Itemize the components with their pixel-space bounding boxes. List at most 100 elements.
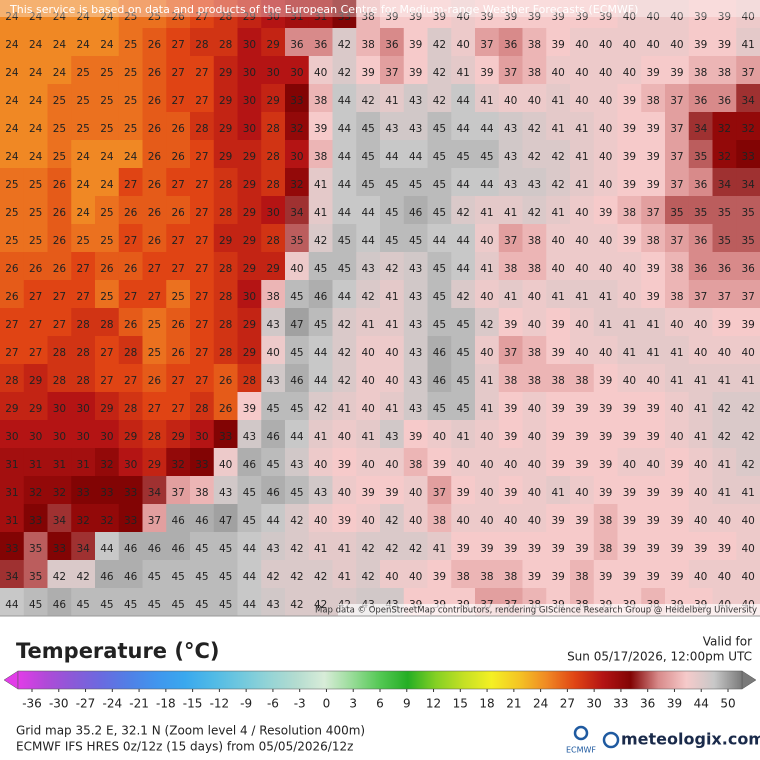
temp-value: 39 <box>646 123 659 135</box>
temp-value: 46 <box>124 543 138 555</box>
colorbar-tick-label: -15 <box>183 697 203 711</box>
temp-cell <box>498 140 523 169</box>
temp-cell <box>166 336 191 365</box>
temp-cell <box>95 56 120 85</box>
temp-cell <box>332 112 357 141</box>
temp-cell <box>522 364 547 393</box>
temp-value: 45 <box>266 403 279 415</box>
temp-cell <box>356 504 381 533</box>
temp-value: 39 <box>575 515 588 527</box>
temp-value: 41 <box>718 487 731 499</box>
temp-cell <box>593 560 618 589</box>
temp-cell <box>665 532 690 561</box>
temp-value: 43 <box>266 543 279 555</box>
temp-cell <box>665 28 690 57</box>
temp-cell <box>213 392 238 421</box>
temp-cell <box>47 56 72 85</box>
temp-value: 24 <box>76 39 90 51</box>
temp-value: 41 <box>480 263 493 275</box>
temp-value: 45 <box>433 151 446 163</box>
temp-value: 38 <box>646 95 659 107</box>
temp-value: 29 <box>243 347 256 359</box>
temp-cell <box>356 168 381 197</box>
temp-cell <box>522 336 547 365</box>
temp-cell <box>380 392 405 421</box>
temp-cell <box>475 224 500 253</box>
temp-value: 39 <box>670 571 683 583</box>
temp-cell <box>641 532 666 561</box>
temp-cell <box>308 448 333 477</box>
attribution: Map data © OpenStreetMap contributors, r… <box>315 606 757 616</box>
temp-value: 41 <box>338 571 351 583</box>
temp-cell <box>47 588 72 617</box>
temp-cell <box>570 252 595 281</box>
temp-cell <box>261 196 286 225</box>
temp-value: 37 <box>694 291 707 303</box>
temp-value: 39 <box>670 487 683 499</box>
temp-value: 40 <box>456 515 469 527</box>
temp-cell <box>546 140 571 169</box>
temp-cell <box>166 252 191 281</box>
temp-cell <box>332 252 357 281</box>
temp-value: 41 <box>480 403 493 415</box>
temp-cell <box>142 224 167 253</box>
temp-value: 34 <box>5 571 19 583</box>
temp-value: 45 <box>338 263 351 275</box>
temp-cell <box>380 280 405 309</box>
temp-cell <box>617 56 642 85</box>
temp-value: 39 <box>338 515 351 527</box>
temp-cell <box>71 252 96 281</box>
temp-cell <box>665 560 690 589</box>
temp-value: 40 <box>314 459 327 471</box>
temp-value: 27 <box>171 39 184 51</box>
temp-value: 40 <box>694 487 707 499</box>
temp-cell <box>308 364 333 393</box>
brand-icon[interactable] <box>602 731 620 749</box>
temp-value: 37 <box>741 67 754 79</box>
temp-value: 36 <box>694 235 708 247</box>
temp-value: 46 <box>409 207 423 219</box>
temp-value: 45 <box>433 179 446 191</box>
temp-value: 42 <box>314 599 327 611</box>
temp-cell <box>570 560 595 589</box>
temp-value: 40 <box>575 487 588 499</box>
temp-cell <box>237 336 262 365</box>
temp-cell <box>261 112 286 141</box>
brand[interactable]: meteologix.com <box>621 730 760 749</box>
temp-value: 24 <box>29 123 43 135</box>
temp-cell <box>570 196 595 225</box>
temp-value: 27 <box>5 347 18 359</box>
temp-cell <box>190 392 215 421</box>
temp-value: 42 <box>741 431 754 443</box>
temp-value: 39 <box>575 431 588 443</box>
temp-value: 40 <box>409 571 422 583</box>
temp-cell <box>403 448 428 477</box>
temp-cell <box>237 532 262 561</box>
temp-value: 44 <box>338 95 352 107</box>
temp-cell <box>142 420 167 449</box>
temp-value: 38 <box>504 571 517 583</box>
temp-value: 24 <box>5 95 19 107</box>
temp-value: 44 <box>456 123 470 135</box>
temp-cell <box>522 560 547 589</box>
temp-cell <box>190 252 215 281</box>
temp-cell <box>380 532 405 561</box>
temp-cell <box>427 532 452 561</box>
temp-cell <box>190 308 215 337</box>
temp-cell <box>617 252 642 281</box>
temp-cell <box>47 560 72 589</box>
temp-value: 40 <box>504 459 517 471</box>
temp-cell <box>166 392 191 421</box>
temp-value: 41 <box>670 347 683 359</box>
temp-value: 30 <box>290 67 303 79</box>
temp-cell <box>142 84 167 113</box>
temp-value: 24 <box>29 95 43 107</box>
temp-value: 40 <box>670 319 683 331</box>
temp-cell <box>166 532 191 561</box>
temp-cell <box>712 504 737 533</box>
temp-value: 38 <box>504 375 517 387</box>
temp-cell <box>498 560 523 589</box>
temp-cell <box>641 560 666 589</box>
temp-cell <box>95 448 120 477</box>
temp-cell <box>95 588 120 617</box>
